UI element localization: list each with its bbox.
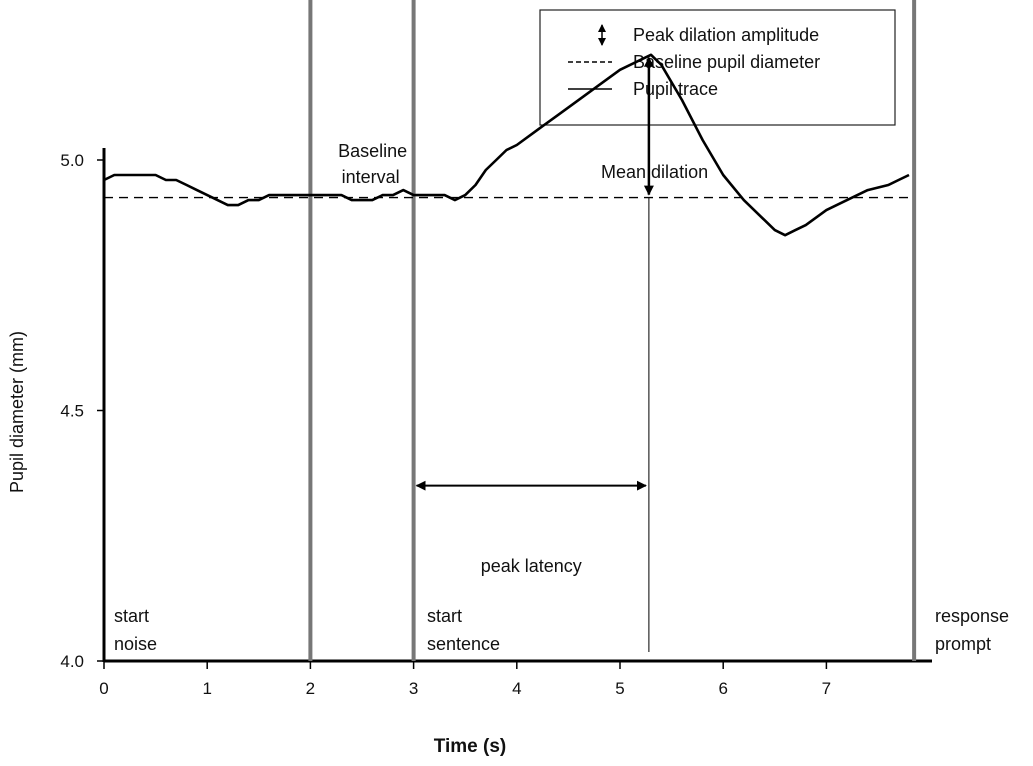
start-sentence-label: sentence (427, 634, 500, 654)
start-noise-label: noise (114, 634, 157, 654)
x-tick-label: 7 (822, 679, 831, 698)
start-sentence-label: start (427, 606, 462, 626)
start-noise-label: start (114, 606, 149, 626)
annotations: peak latency start noise start sentence respo… (114, 56, 1009, 654)
legend-label: Peak dilation amplitude (633, 25, 819, 45)
x-tick-label: 6 (718, 679, 727, 698)
brace-label: Baseline (338, 141, 407, 161)
y-tick-label: 4.0 (60, 652, 84, 671)
peak-latency-label: peak latency (481, 556, 582, 576)
response-prompt-label: response (935, 606, 1009, 626)
series-group (103, 53, 910, 237)
y-tick-label: 4.5 (60, 402, 84, 421)
x-tick-label: 0 (99, 679, 108, 698)
event-markers: Baseline interval Mean dilation (308, 0, 917, 661)
x-tick-label: 4 (512, 679, 521, 698)
legend: Peak dilation amplitude Baseline pupil di… (539, 9, 896, 126)
brace-label: Mean dilation (601, 162, 708, 182)
y-tick-label: 5.0 (60, 151, 84, 170)
legend-label: Baseline pupil diameter (633, 52, 820, 72)
x-tick-label: 3 (409, 679, 418, 698)
x-tick-label: 5 (615, 679, 624, 698)
x-tick-label: 1 (202, 679, 211, 698)
y-axis-title: Pupil diameter (mm) (7, 331, 27, 493)
x-axis-title: Time (s) (434, 736, 507, 757)
response-prompt-label: prompt (935, 634, 991, 654)
x-tick-label: 2 (306, 679, 315, 698)
brace-label: interval (342, 167, 400, 187)
